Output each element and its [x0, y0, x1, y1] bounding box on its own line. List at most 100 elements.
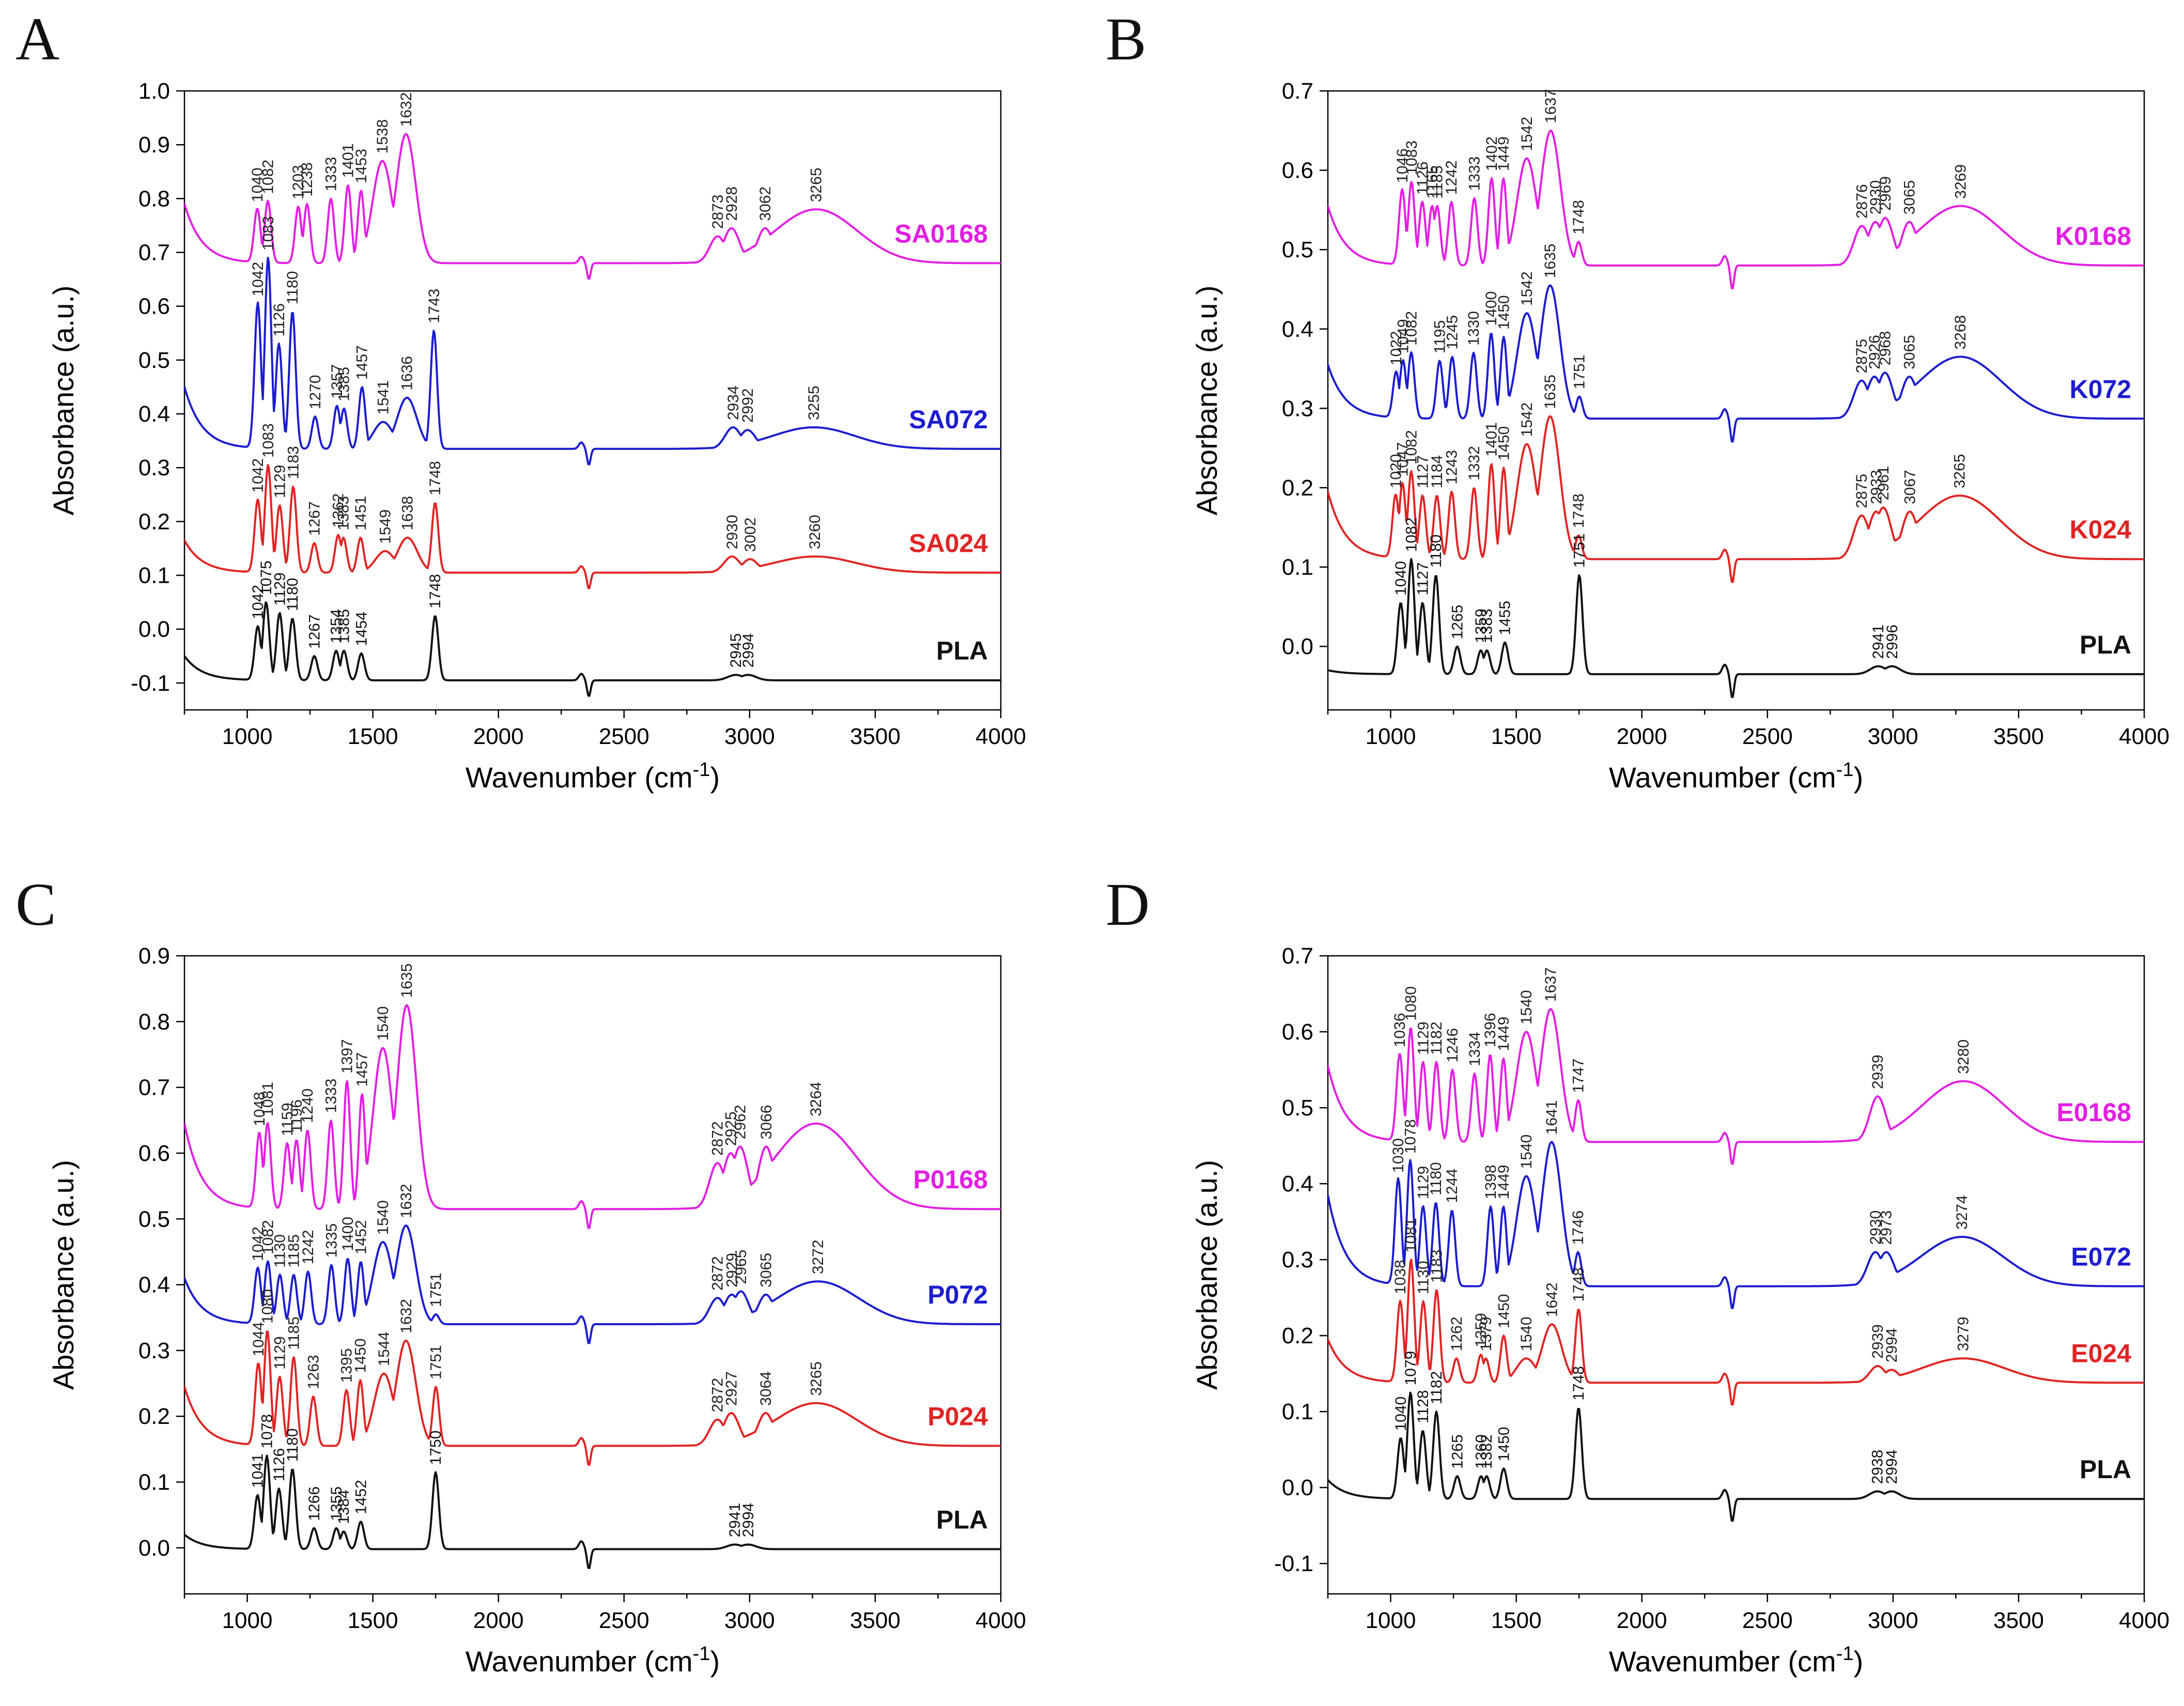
peak-label: 1126 [271, 1448, 288, 1482]
peak-label: 1038 [1392, 1260, 1409, 1294]
plot-frame [183, 90, 1002, 711]
x-tick-label: 1500 [348, 1608, 398, 1633]
peak-label: 2933 [1868, 470, 1885, 504]
spectrum-line [184, 1004, 1001, 1229]
peak-label: 3268 [1952, 315, 1969, 350]
peak-label: 1362 [330, 493, 347, 528]
x-tick-label: 4000 [2119, 724, 2170, 749]
peak-label: 1395 [338, 1348, 355, 1383]
peak-label: 2872 [709, 1256, 726, 1291]
series-PLA [184, 1454, 1001, 1569]
peak-label: 1082 [1403, 311, 1420, 346]
peak-label: 1450 [352, 1338, 369, 1373]
peak-label: 3264 [808, 1082, 825, 1116]
peak-label: 1642 [1544, 1282, 1561, 1317]
y-tick-label: 0.0 [1282, 1475, 1313, 1500]
peak-label: 1079 [1402, 1351, 1419, 1386]
peak-label: 2875 [1853, 339, 1870, 374]
peak-label: 3272 [810, 1239, 827, 1274]
peak-label: 1747 [1570, 1059, 1587, 1093]
spectrum-line [1328, 558, 2144, 699]
series-K072 [1328, 284, 2144, 443]
peak-label: 1185 [1429, 165, 1446, 199]
peak-label: 3260 [807, 515, 824, 549]
peak-label: 1047 [1394, 442, 1411, 477]
peak-label: 2939 [1869, 1324, 1886, 1359]
panel-letter: B [1106, 5, 1147, 73]
peak-label: 3279 [1955, 1316, 1972, 1351]
peak-label: 1383 [1479, 609, 1496, 643]
spectrum-line [184, 1330, 1001, 1466]
peak-label: 1240 [299, 1089, 316, 1123]
y-axis-title: Absorbance (a.u.) [1190, 285, 1223, 515]
y-tick-label: 0.7 [1282, 79, 1313, 104]
y-tick-label: 0.3 [138, 1338, 170, 1363]
y-tick-label: 0.1 [138, 1470, 170, 1495]
peak-label: 1750 [427, 1431, 444, 1465]
series-E024 [1328, 1259, 2144, 1406]
peak-label: 1036 [1391, 1013, 1408, 1047]
x-tick-label: 2000 [1617, 724, 1667, 749]
peak-label: 2973 [1878, 1211, 1895, 1245]
peak-label: 1040 [1392, 561, 1409, 596]
peak-label: 1265 [1449, 1434, 1466, 1469]
peak-label: 1082 [1403, 430, 1420, 464]
y-tick-label: 0.6 [138, 1141, 170, 1166]
peak-label: 1022 [1388, 331, 1405, 365]
x-tick-label: 1000 [222, 724, 273, 749]
y-tick-label: 0.7 [138, 1075, 170, 1100]
x-tick-label: 1000 [1366, 1608, 1416, 1633]
peak-label: 1450 [1495, 1427, 1512, 1462]
peak-label: 2925 [722, 1111, 739, 1146]
peak-label: 1184 [1429, 455, 1446, 489]
peak-label: 1401 [339, 144, 357, 178]
peak-label: 1129 [271, 1336, 288, 1370]
series-PLA [184, 601, 1001, 697]
peak-label: 1360 [1473, 1434, 1490, 1469]
peak-label: 2938 [1869, 1450, 1886, 1484]
peak-label: 2876 [1854, 184, 1871, 219]
spectrum-line [1328, 415, 2144, 583]
peak-label: 1242 [300, 1230, 317, 1264]
peak-label: 2928 [723, 187, 740, 221]
y-tick-label: 0.9 [138, 943, 170, 969]
peak-label: 1129 [271, 572, 288, 606]
peak-label: 1080 [1402, 986, 1419, 1021]
x-tick-label: 3500 [1993, 724, 2044, 749]
peak-label: 2945 [727, 633, 745, 668]
x-axis-title: Wavenumber (cm-1) [466, 759, 720, 794]
x-tick-label: 2000 [473, 724, 524, 749]
panel-letter: A [16, 5, 59, 73]
peak-label: 1180 [284, 1429, 301, 1462]
peak-label: 1081 [1403, 1218, 1420, 1252]
chart-panel-A: A 1000 1500 2000 2500 3000 3500 4000 -0.1 0.0 0.1 0… [16, 5, 1026, 794]
peak-label: 1082 [259, 1220, 276, 1254]
spectrum-line [184, 601, 1001, 697]
peak-label: 1637 [1542, 89, 1559, 123]
x-axis-title: Wavenumber (cm-1) [466, 1643, 720, 1678]
peak-label: 1332 [1466, 446, 1483, 480]
peak-label: 1182 [1428, 1021, 1445, 1055]
peak-label: 3265 [808, 1361, 825, 1396]
peak-label: 1751 [428, 1273, 445, 1307]
peak-label: 1080 [259, 1289, 276, 1324]
series-P024 [184, 1330, 1001, 1466]
peak-label: 1450 [1495, 1294, 1512, 1328]
series-SA0168 [184, 133, 1001, 280]
peak-label: 1542 [1519, 271, 1536, 306]
peak-label: 1183 [1429, 1249, 1446, 1283]
series-name-label: P0168 [913, 1165, 988, 1194]
peak-label: 1540 [375, 1200, 392, 1235]
peak-label: 1242 [1443, 160, 1460, 195]
peak-label: 1082 [1403, 517, 1420, 552]
y-tick-label: -0.1 [1274, 1551, 1313, 1576]
y-tick-label: 0.4 [1282, 1171, 1313, 1197]
spectrum-line [1328, 1008, 2144, 1165]
peak-label: 2994 [740, 633, 757, 668]
x-tick-label: 3500 [850, 724, 901, 749]
peak-label: 1185 [285, 1234, 302, 1268]
y-tick-label: 0.4 [138, 1273, 170, 1298]
peak-label: 3065 [1901, 335, 1918, 369]
x-tick-label: 2500 [599, 724, 649, 749]
peak-label: 1238 [299, 162, 316, 197]
